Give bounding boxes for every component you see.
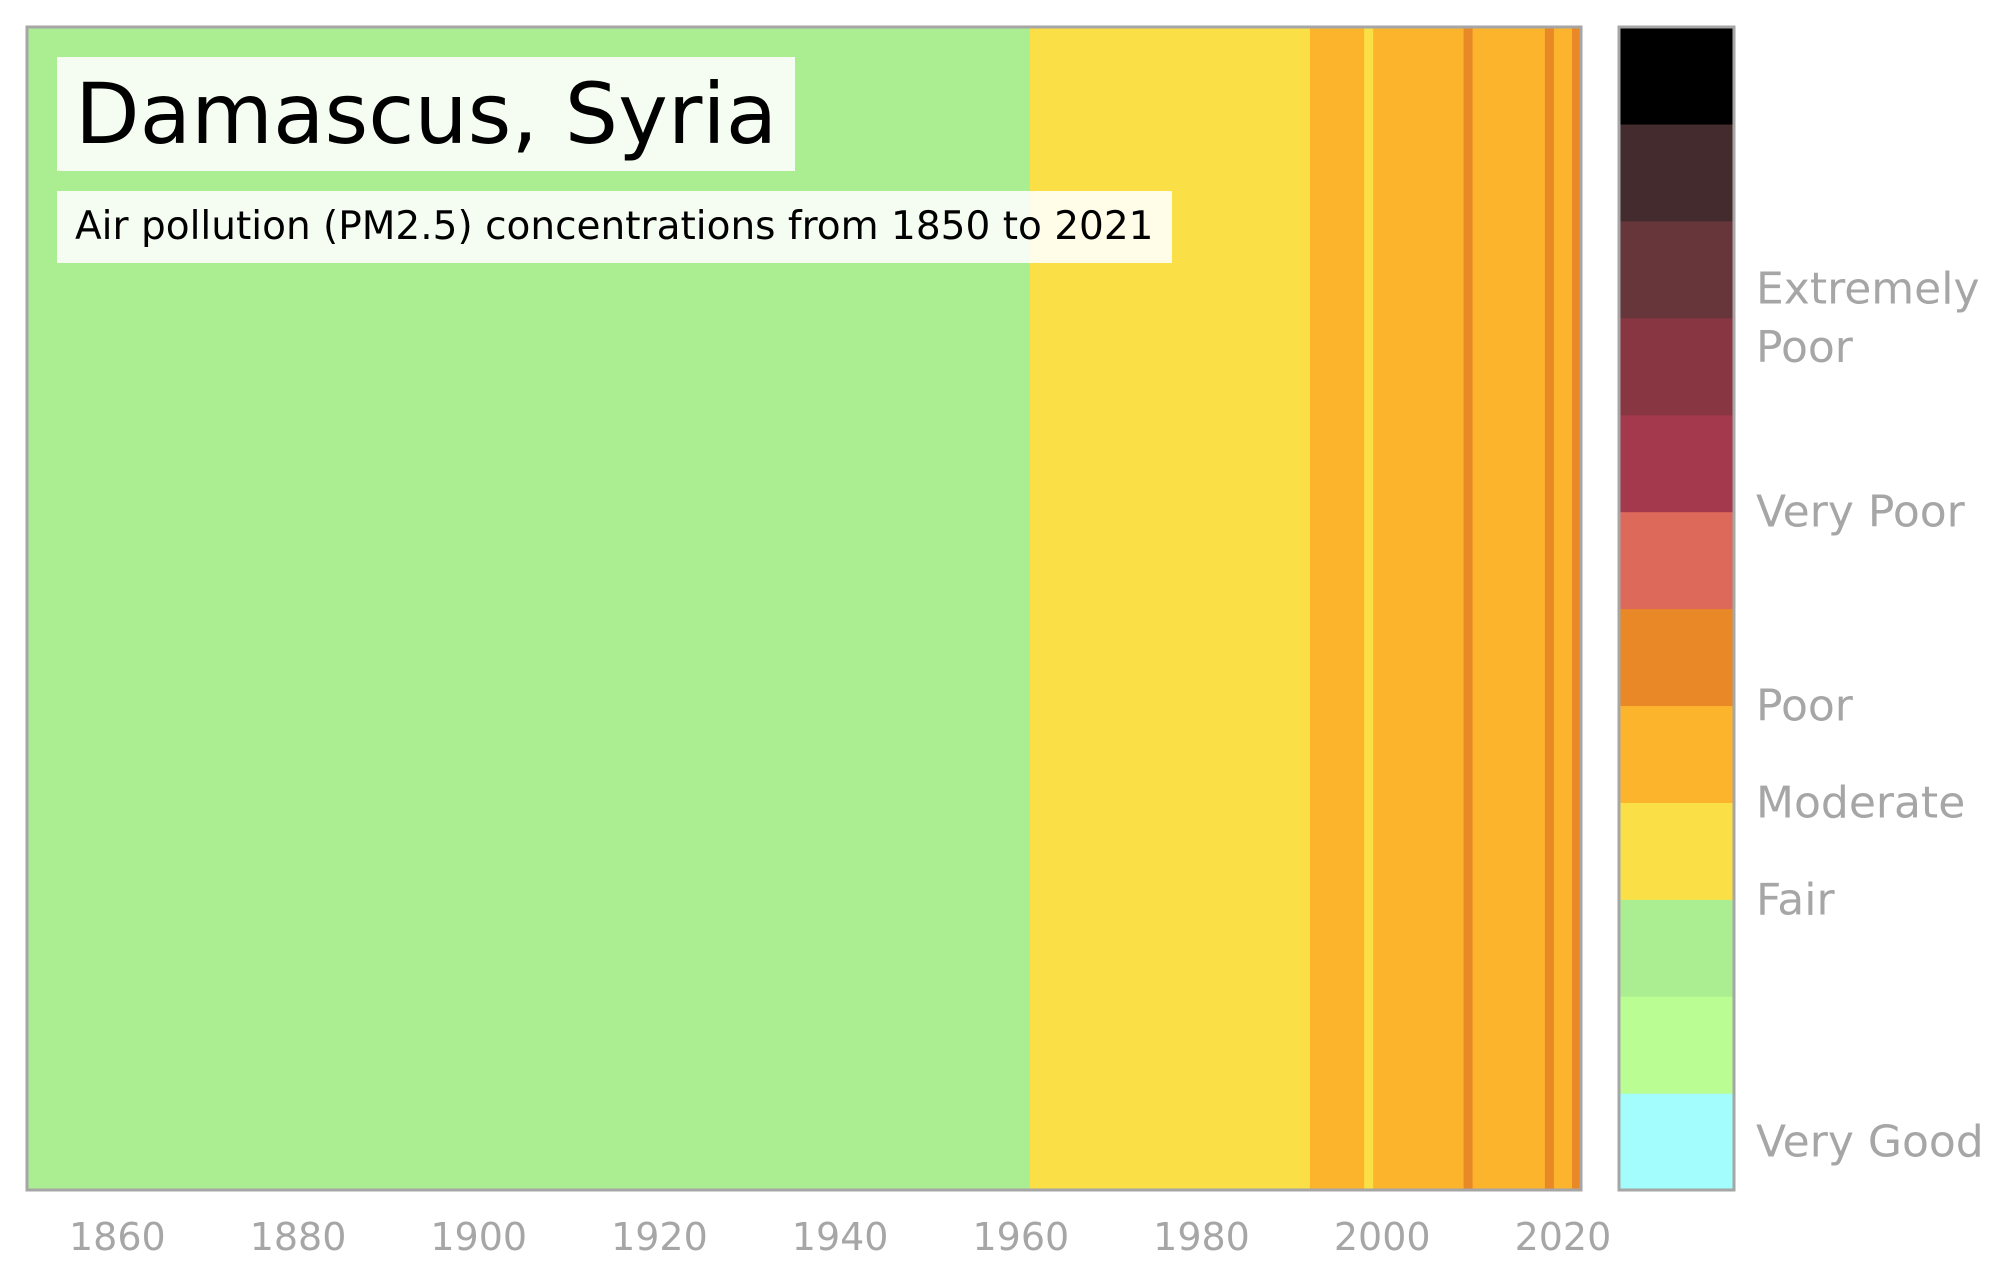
- x-tick-label: 1880: [250, 1215, 347, 1259]
- stripe-1992-1998: [1309, 27, 1365, 1190]
- plot-frame: [25, 25, 1583, 1192]
- legend-swatch-10: [1619, 123, 1734, 222]
- x-tick-label: 1900: [430, 1215, 527, 1259]
- x-tick-label: 1960: [972, 1215, 1069, 1259]
- stripe-1999-2009: [1373, 27, 1465, 1190]
- legend-swatch-6: [1619, 511, 1734, 610]
- legend-label: Moderate: [1756, 777, 1965, 828]
- legend-label: Very Good: [1756, 1117, 1984, 1168]
- x-tick-label: 1920: [611, 1215, 708, 1259]
- x-tick-label: 2000: [1334, 1215, 1431, 1259]
- legend-swatch-8: [1619, 317, 1734, 416]
- legend-frame: [1617, 25, 1736, 1192]
- x-axis: 1860 1880 1900 1920 1940 1960 1980 2000 2020: [69, 1215, 1611, 1259]
- legend-labels: Very Good Fair Moderate Poor Very Poor Extrem…: [1756, 264, 1984, 1168]
- stripe-2009-2010: [1463, 27, 1474, 1190]
- legend-swatch-5: [1619, 608, 1734, 707]
- stripe-2021-2022: [1571, 27, 1582, 1190]
- legend-swatch-0: [1619, 1093, 1734, 1191]
- x-tick-label: 1940: [792, 1215, 889, 1259]
- legend-swatch-7: [1619, 414, 1734, 513]
- legend-swatch-11: [1619, 27, 1734, 125]
- legend-swatch-4: [1619, 705, 1734, 803]
- legend-swatch-1: [1619, 996, 1734, 1094]
- stripe-2019-2021: [1553, 27, 1573, 1190]
- legend-label: Poor: [1756, 680, 1854, 731]
- legend-swatch-9: [1619, 220, 1734, 319]
- legend-label: Very Poor: [1756, 487, 1966, 538]
- x-tick-label: 1980: [1153, 1215, 1250, 1259]
- chart-title: Damascus, Syria: [57, 57, 796, 171]
- legend-label: Fair: [1756, 874, 1835, 925]
- legend-swatch-2: [1619, 899, 1734, 997]
- stripe-2010-2018: [1472, 27, 1546, 1190]
- stripe-2018-2019: [1544, 27, 1555, 1190]
- x-tick-label: 2020: [1515, 1215, 1612, 1259]
- legend-label: Extremely: [1756, 264, 1979, 315]
- stripe-1998-1999: [1364, 27, 1374, 1190]
- legend-swatch-3: [1619, 802, 1734, 900]
- legend-label: Poor: [1756, 322, 1854, 373]
- legend: [1619, 27, 1734, 1191]
- x-tick-label: 1860: [69, 1215, 166, 1259]
- chart-subtitle: Air pollution (PM2.5) concentrations fro…: [57, 191, 1172, 263]
